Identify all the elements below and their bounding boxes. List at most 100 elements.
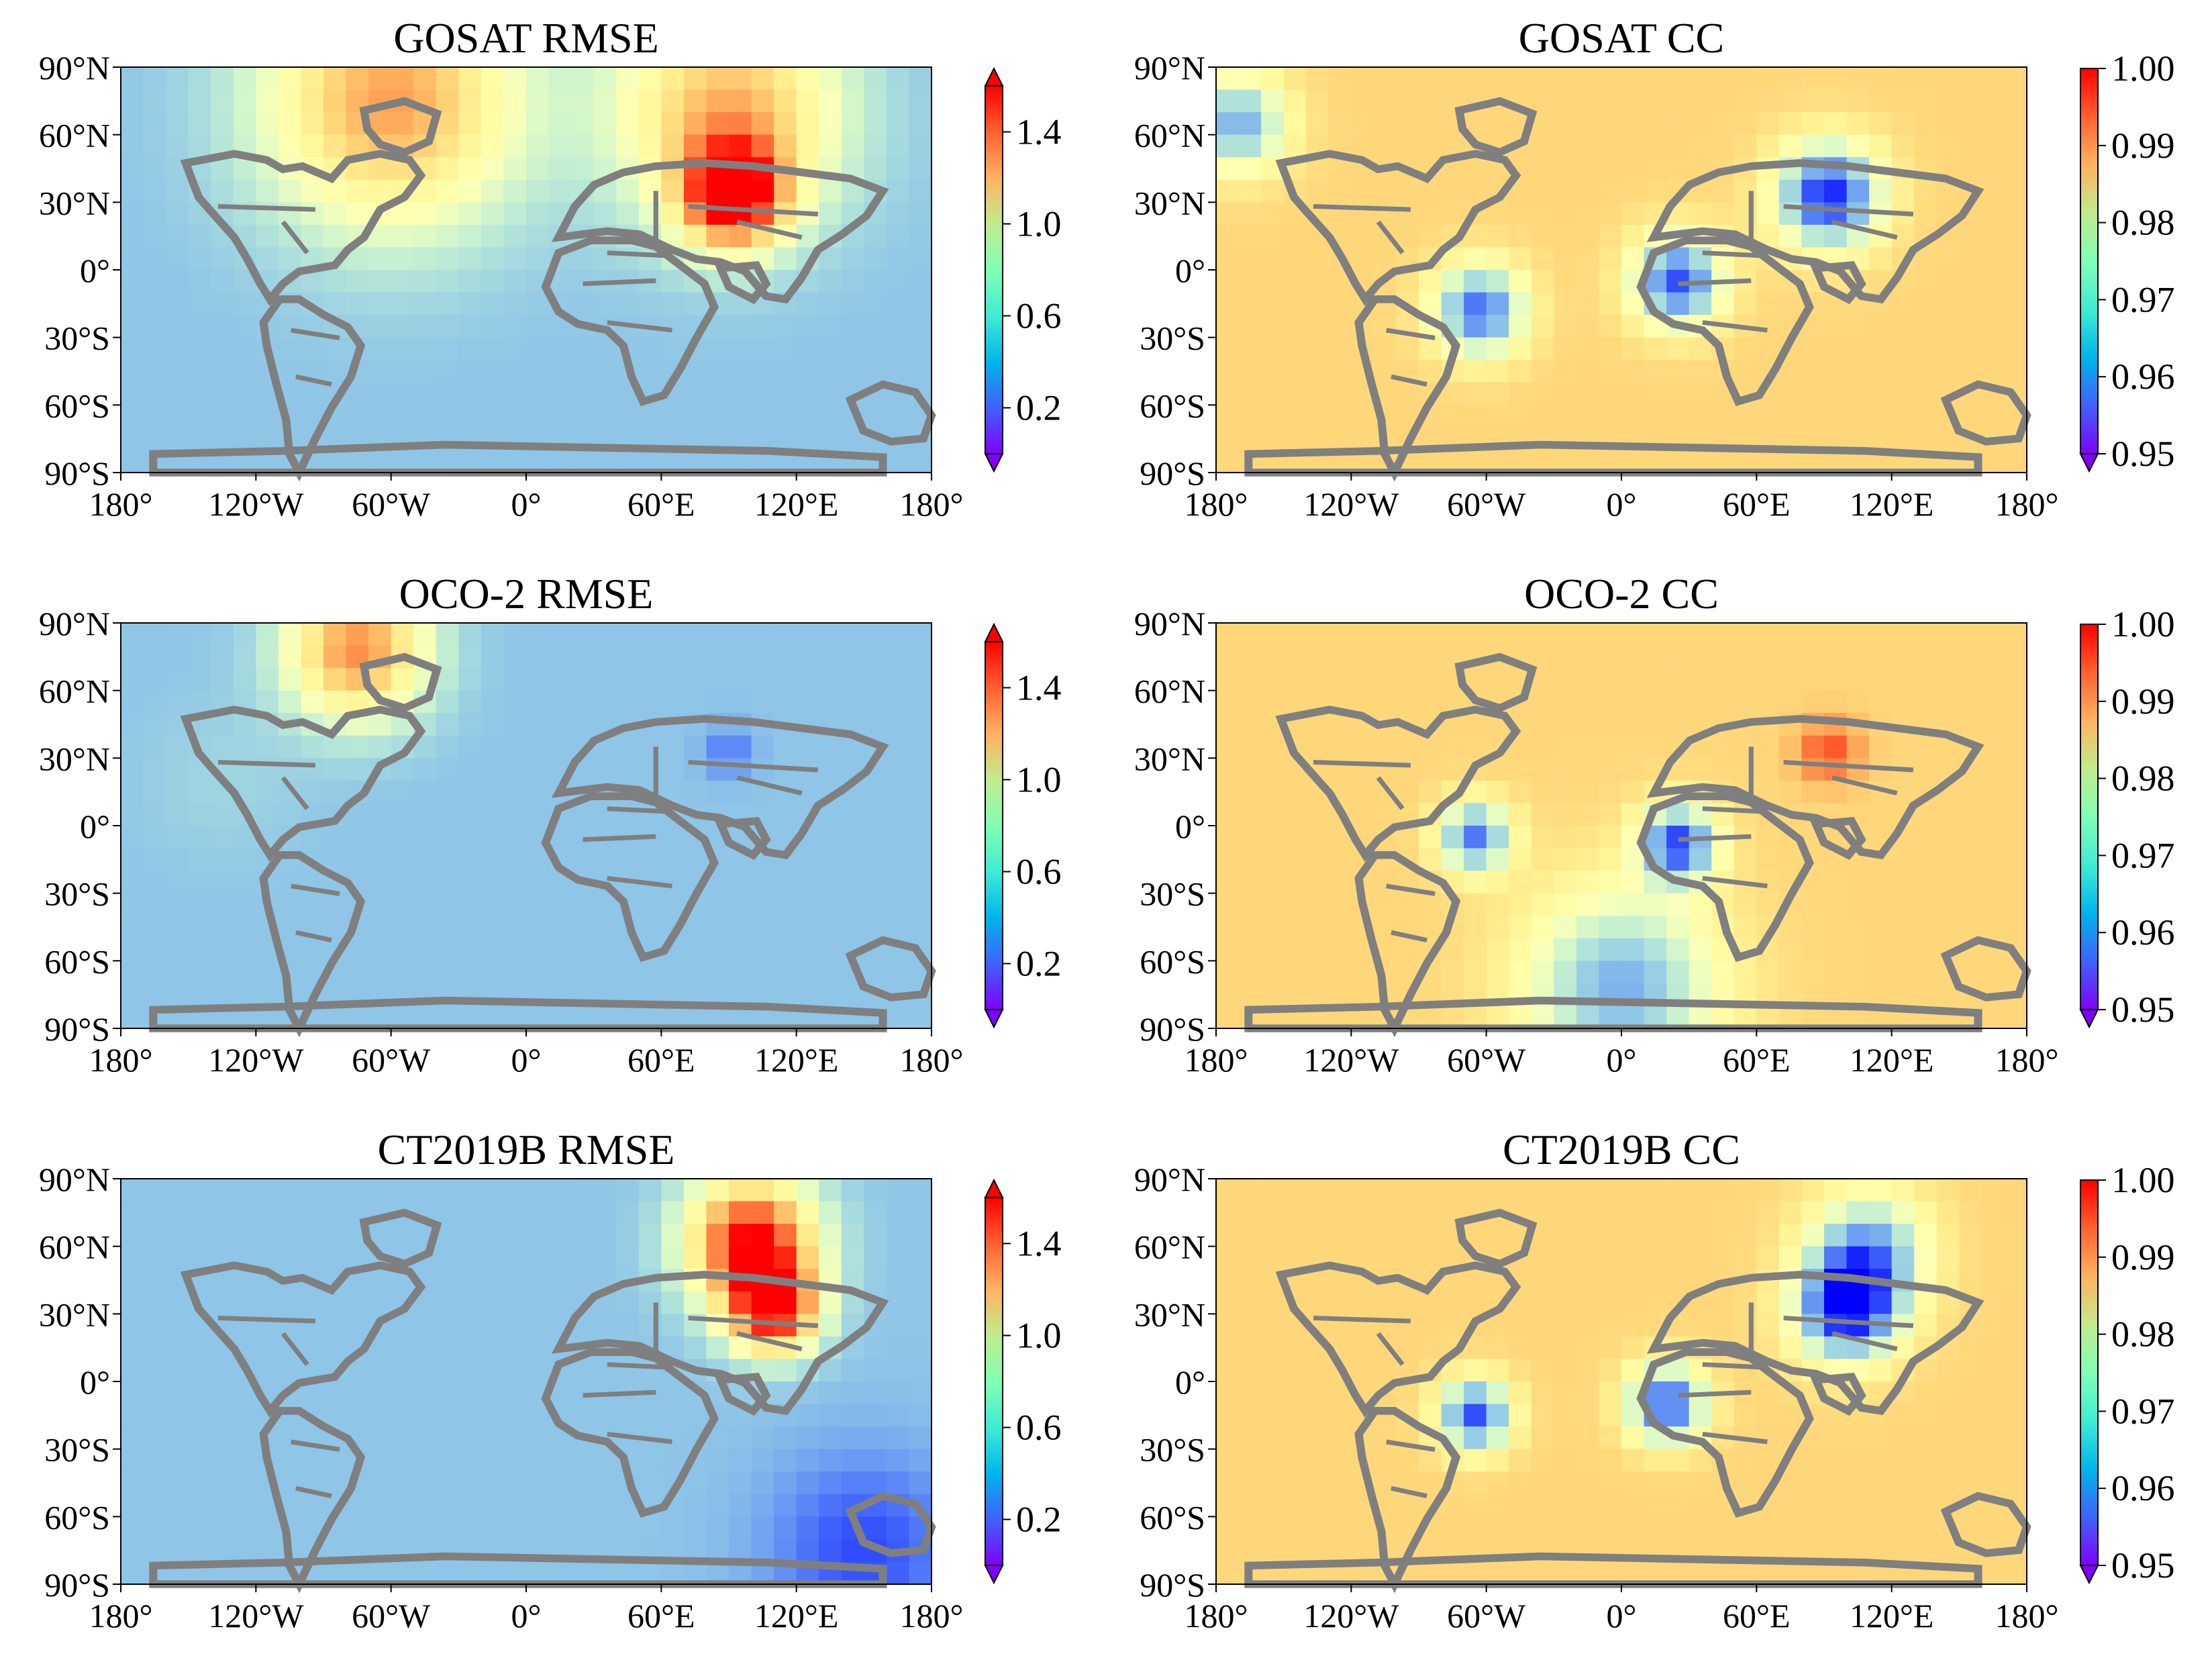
grid-cell — [1419, 1179, 1442, 1202]
grid-cell — [188, 1404, 212, 1427]
grid-cell — [1306, 735, 1329, 759]
grid-cell — [1486, 1359, 1510, 1382]
grid-cell — [436, 360, 460, 383]
grid-cell — [278, 1201, 302, 1224]
grid-cell — [1576, 270, 1600, 293]
grid-cell — [1824, 1516, 1848, 1540]
grid-cell — [391, 1426, 415, 1450]
grid-cell — [1351, 247, 1374, 271]
grid-cell — [1846, 1539, 1870, 1563]
grid-cell — [751, 134, 774, 158]
grid-cell — [1733, 360, 1758, 383]
grid-cell — [413, 1359, 437, 1382]
grid-cell — [1599, 1449, 1622, 1473]
grid-cell — [503, 1246, 527, 1270]
grid-cell — [1981, 645, 2005, 669]
grid-cell — [1419, 270, 1442, 293]
grid-cell — [593, 803, 617, 826]
grid-cell — [571, 157, 595, 181]
grid-cell — [1801, 337, 1825, 361]
grid-cell — [819, 1471, 842, 1495]
grid-cell — [481, 1471, 505, 1495]
grid-cell — [503, 826, 527, 849]
grid-cell — [774, 961, 797, 984]
grid-cell — [301, 134, 324, 158]
grid-cell — [751, 1224, 774, 1247]
grid-cell — [864, 405, 887, 428]
grid-cell — [1801, 1201, 1825, 1224]
grid-cell — [729, 690, 752, 714]
grid-cell — [1576, 1426, 1600, 1450]
grid-cell — [661, 179, 685, 203]
grid-cell — [751, 961, 774, 984]
grid-cell — [1554, 1224, 1577, 1247]
grid-cell — [1261, 1449, 1285, 1473]
grid-cell — [1936, 893, 1960, 917]
grid-cell — [1644, 1291, 1667, 1315]
grid-cell — [526, 337, 550, 361]
grid-cell — [751, 1246, 774, 1270]
grid-cell — [886, 134, 910, 158]
grid-cell — [503, 112, 527, 136]
grid-cell — [143, 623, 166, 646]
grid-cell — [841, 112, 865, 136]
grid-cell — [1216, 360, 1240, 383]
grid-cell — [548, 938, 572, 962]
grid-cell — [571, 803, 595, 826]
grid-cell — [1981, 179, 2005, 203]
grid-cell — [143, 1246, 166, 1270]
grid-cell — [1464, 893, 1487, 917]
grid-cell — [909, 1359, 932, 1382]
grid-cell — [548, 1201, 572, 1224]
grid-cell — [346, 1404, 369, 1427]
grid-cell — [683, 382, 707, 406]
grid-cell — [886, 668, 910, 691]
grid-cell — [211, 1471, 234, 1495]
grid-cell — [616, 1224, 640, 1247]
grid-cell — [188, 292, 212, 315]
grid-cell — [1711, 1179, 1735, 1202]
grid-cell — [1981, 67, 2005, 91]
grid-cell — [864, 645, 887, 669]
grid-cell — [1891, 1449, 1915, 1473]
grid-cell — [391, 1336, 415, 1360]
grid-cell — [1261, 337, 1285, 361]
grid-cell — [1959, 871, 1982, 894]
grid-cell — [1486, 270, 1510, 293]
grid-cell — [121, 758, 144, 781]
grid-cell — [751, 1539, 774, 1563]
grid-cell — [1238, 758, 1262, 781]
grid-cell — [841, 871, 865, 894]
grid-cell — [683, 1201, 707, 1224]
grid-cell — [1778, 735, 1803, 759]
grid-cell — [593, 758, 617, 781]
grid-cell — [1981, 315, 2005, 338]
grid-cell — [1644, 713, 1667, 736]
grid-cell — [819, 112, 842, 136]
grid-cell — [323, 1246, 347, 1270]
grid-cell — [1554, 292, 1577, 315]
grid-cell — [481, 1269, 505, 1292]
grid-cell — [1891, 848, 1915, 871]
grid-cell — [1306, 89, 1329, 113]
grid-cell — [1778, 1224, 1803, 1247]
y-tick-label: 60°N — [39, 673, 110, 710]
grid-cell — [1328, 1291, 1352, 1315]
grid-cell — [346, 1516, 369, 1540]
grid-cell — [323, 134, 347, 158]
grid-cell — [1306, 337, 1329, 361]
grid-cell — [1599, 202, 1622, 226]
grid-cell — [503, 179, 527, 203]
grid-cell — [1621, 292, 1645, 315]
grid-cell — [1216, 337, 1240, 361]
grid-cell — [1733, 1471, 1758, 1495]
grid-cell — [481, 405, 505, 428]
grid-cell — [729, 916, 752, 939]
grid-cell — [638, 893, 662, 917]
grid-cell — [1914, 1381, 1938, 1405]
grid-cell — [188, 112, 212, 136]
grid-cell — [1531, 292, 1555, 315]
grid-cell — [211, 1404, 234, 1427]
grid-cell — [391, 916, 415, 939]
